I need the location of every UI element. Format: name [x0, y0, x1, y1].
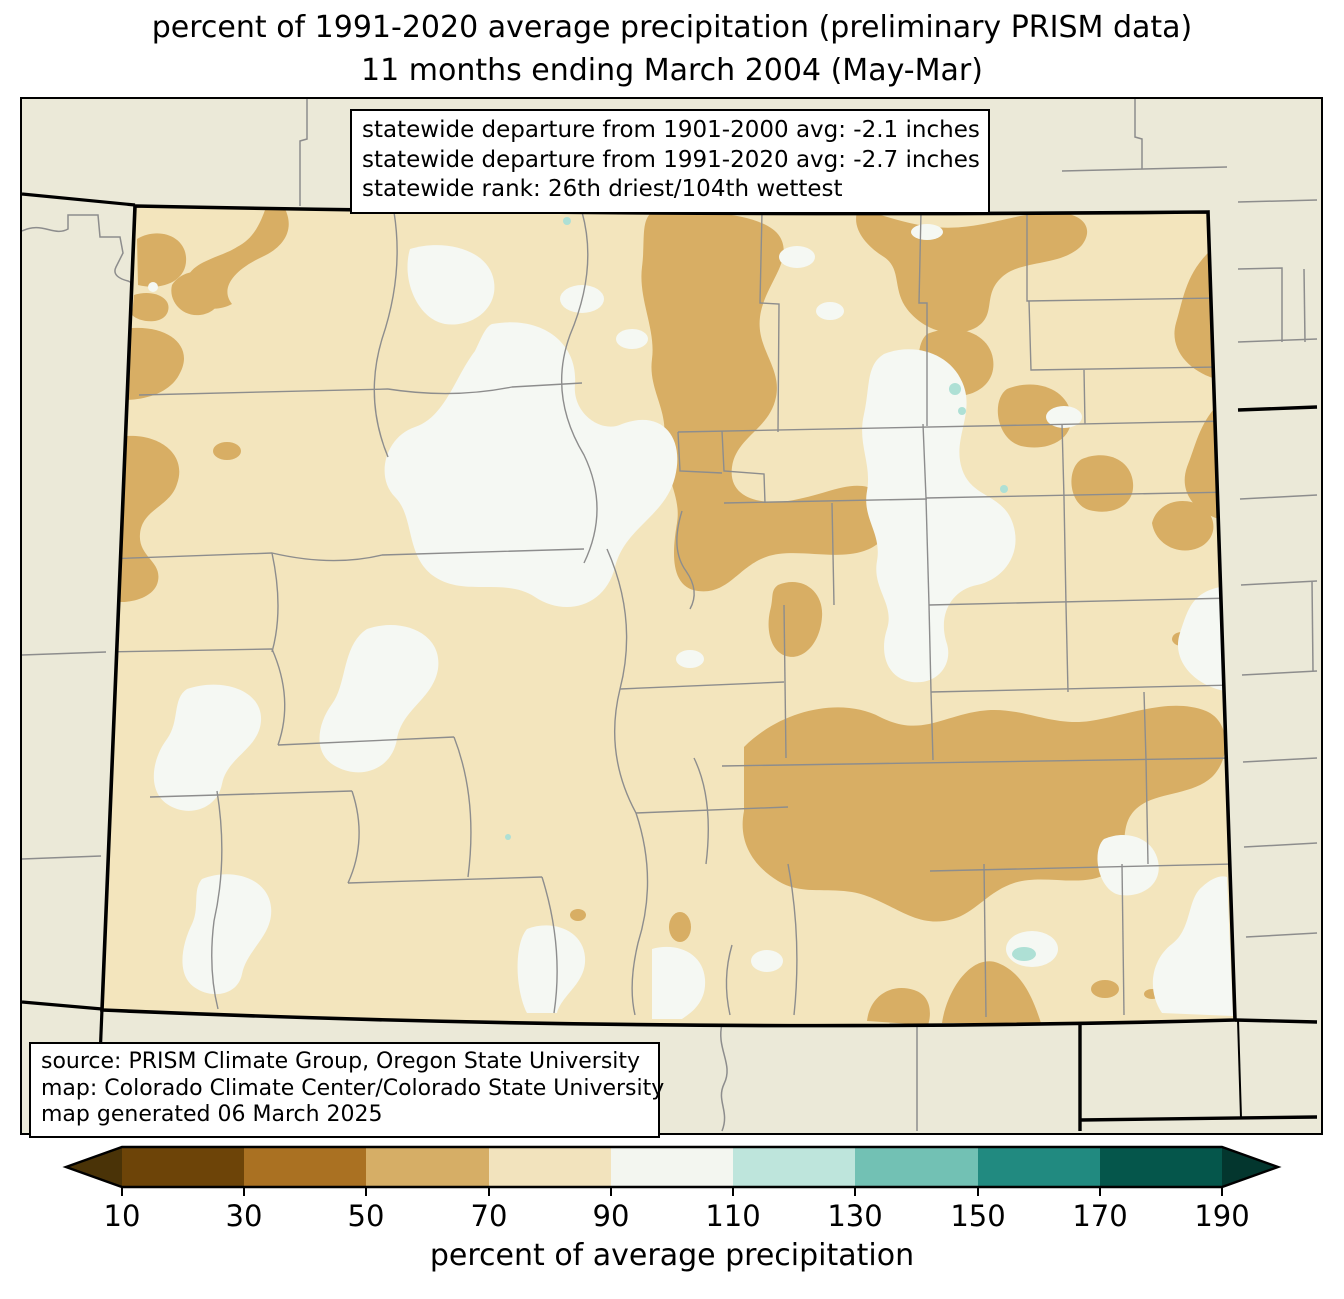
colorado-county-lines	[102, 211, 1235, 1018]
colorbar-graphic: 10 30 50 70 90 110 130 150 170 190	[62, 1145, 1282, 1233]
wet-110-130-specks	[505, 217, 1036, 961]
tick-70: 70	[471, 1199, 508, 1233]
colorbar: 10 30 50 70 90 110 130 150 170 190	[0, 1138, 1344, 1238]
colorbar-segment-130-150	[855, 1147, 978, 1187]
source-credit-box: source: PRISM Climate Group, Oregon Stat…	[29, 1042, 665, 1138]
colorbar-segment-10-30	[122, 1147, 244, 1187]
source-line: source: PRISM Climate Group, Oregon Stat…	[41, 1049, 641, 1074]
tick-10: 10	[104, 1199, 141, 1233]
tick-30: 30	[226, 1199, 263, 1233]
colorbar-left-arrow	[66, 1147, 122, 1187]
colorbar-right-arrow	[1222, 1147, 1278, 1187]
generated-date-line: map generated 06 March 2025	[41, 1102, 383, 1127]
neighbor-county-lines	[22, 99, 1318, 1132]
tick-90: 90	[593, 1199, 630, 1233]
colorbar-tick-labels: 10 30 50 70 90 110 130 150 170 190	[104, 1199, 1250, 1233]
map-credit-line: map: Colorado Climate Center/Colorado St…	[41, 1075, 665, 1101]
colorbar-segment-30-50	[244, 1147, 366, 1187]
colorbar-segment-90-110	[611, 1147, 733, 1187]
colorbar-tick-marks	[121, 1187, 1223, 1196]
figure-title-line1: percent of 1991-2020 average precipitati…	[151, 10, 1193, 45]
colorbar-segment-70-90	[489, 1147, 611, 1187]
colorbar-segment-150-170	[978, 1147, 1100, 1187]
colorado-precipitation-map	[22, 99, 1320, 1132]
tick-110: 110	[705, 1199, 760, 1233]
colorbar-segment-50-70	[366, 1147, 489, 1187]
tick-170: 170	[1072, 1199, 1127, 1233]
tick-130: 130	[827, 1199, 882, 1233]
tick-190: 190	[1194, 1199, 1249, 1233]
statewide-stats-box: statewide departure from 1901-2000 avg: …	[350, 109, 990, 214]
stats-line-departure-1991-2020: statewide departure from 1991-2020 avg: …	[362, 146, 980, 173]
figure-title: percent of 1991-2020 average precipitati…	[0, 6, 1344, 92]
stats-line-departure-1901-2000: statewide departure from 1901-2000 avg: …	[362, 117, 980, 143]
colorbar-axis-label: percent of average precipitation	[429, 1238, 915, 1273]
map-axes-frame: statewide departure from 1901-2000 avg: …	[20, 97, 1323, 1138]
stats-line-rank: statewide rank: 26th driest/104th wettes…	[362, 176, 843, 202]
figure-title-line2: 11 months ending March 2004 (May-Mar)	[361, 53, 983, 88]
tick-150: 150	[950, 1199, 1005, 1233]
colorbar-segment-110-130	[733, 1147, 855, 1187]
tick-50: 50	[348, 1199, 385, 1233]
colorbar-segment-170-190	[1100, 1147, 1222, 1187]
